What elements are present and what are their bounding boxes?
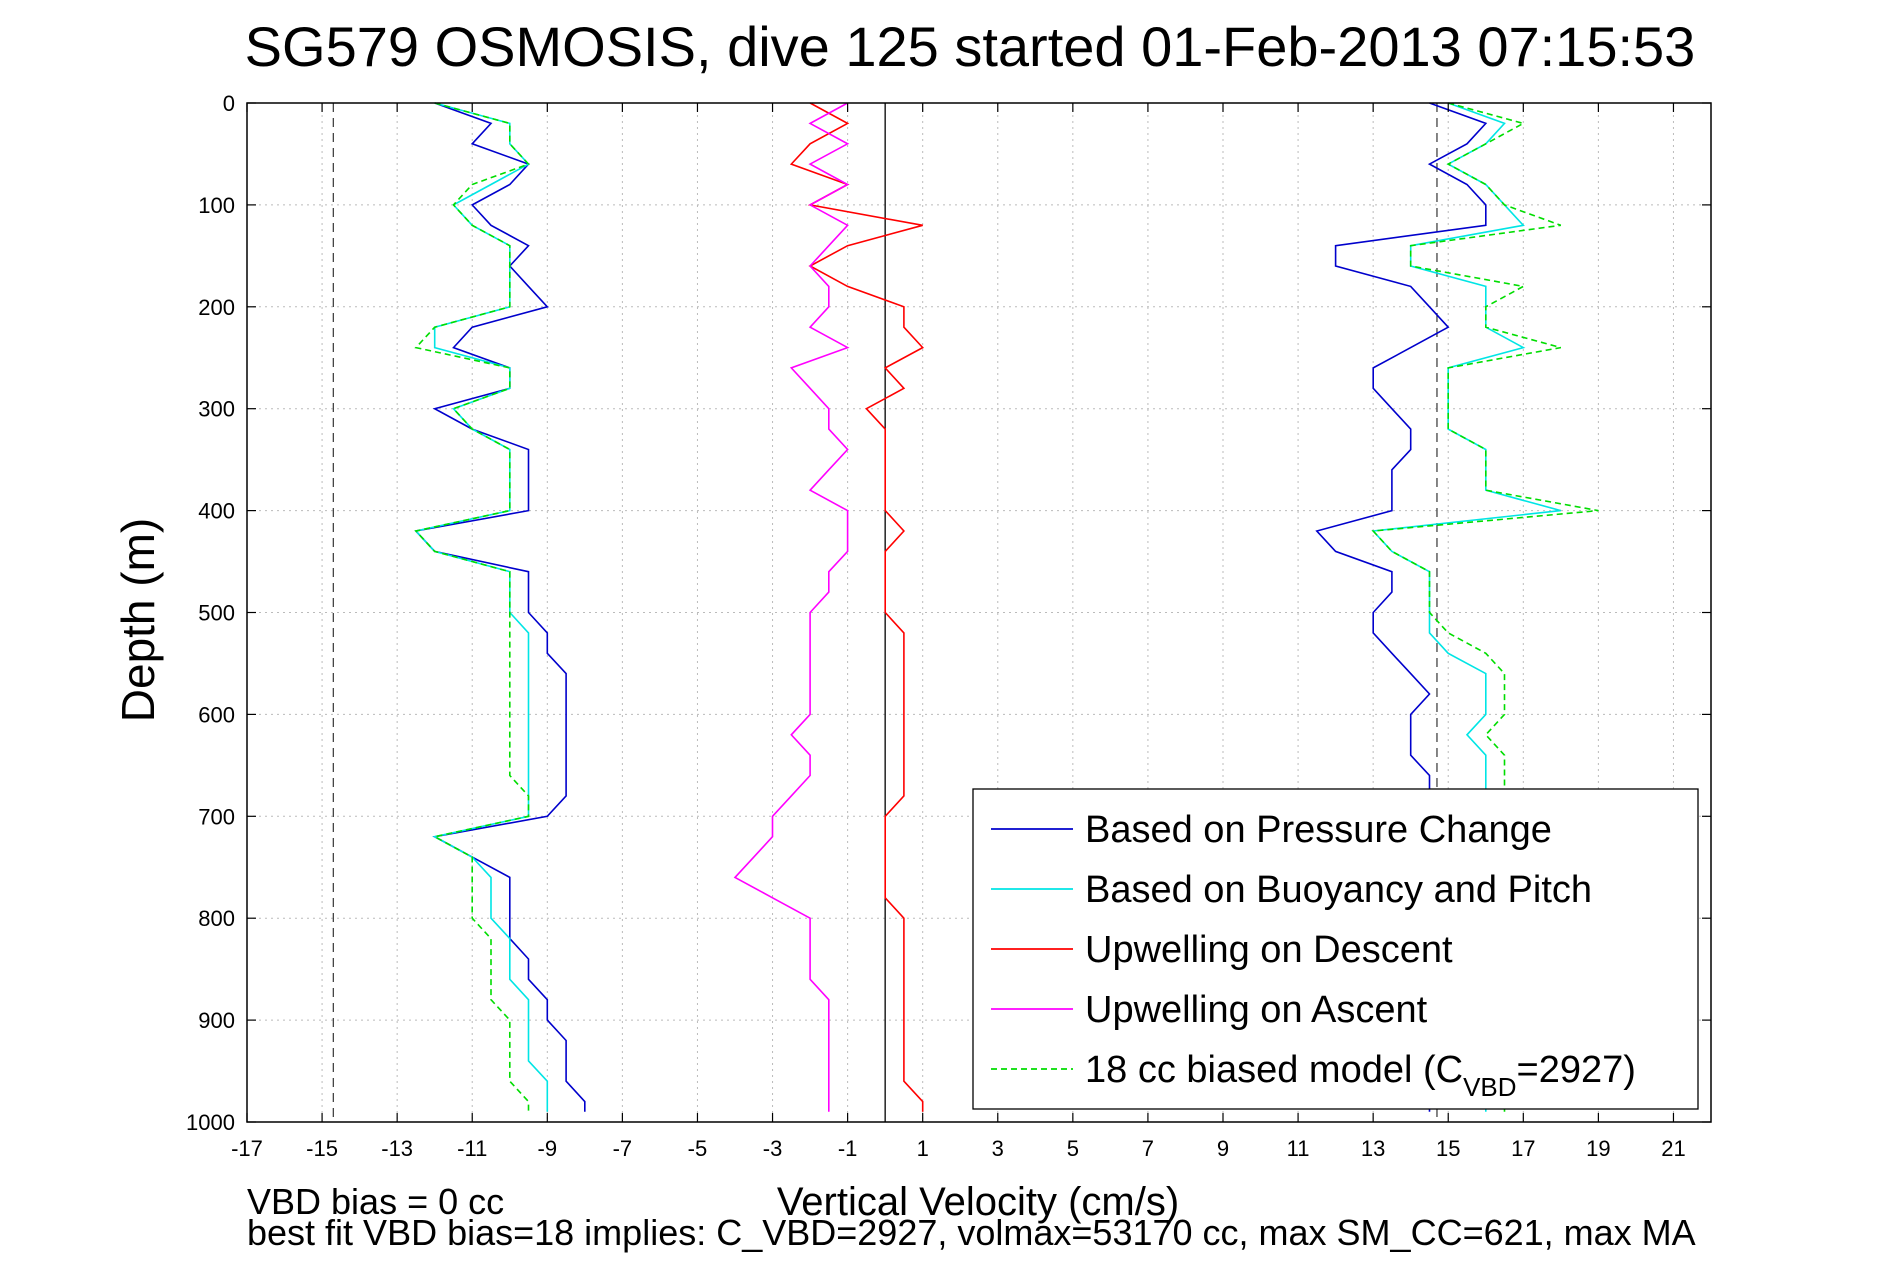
legend-entry: Based on Buoyancy and Pitch bbox=[1085, 869, 1592, 911]
x-tick-label: 5 bbox=[1067, 1136, 1079, 1161]
legend-box bbox=[972, 788, 1699, 1110]
x-tick-label: -13 bbox=[381, 1136, 413, 1161]
legend-entry: 18 cc biased model (CVBD=2927) bbox=[1085, 1049, 1636, 1102]
x-tick-label: -5 bbox=[688, 1136, 708, 1161]
y-tick-label: 700 bbox=[198, 804, 235, 829]
chart-title: SG579 OSMOSIS, dive 125 started 01-Feb-2… bbox=[245, 15, 1696, 78]
x-tick-label: 9 bbox=[1217, 1136, 1229, 1161]
y-ticks: 0 100 200 300 400 500 600 700 800 900 1000 bbox=[186, 91, 1711, 1135]
legend-entry-tail: =2927) bbox=[1517, 1049, 1636, 1091]
y-tick-label: 800 bbox=[198, 906, 235, 931]
legend-entry-main: 18 cc biased model (C bbox=[1085, 1049, 1463, 1091]
x-tick-label: -15 bbox=[306, 1136, 338, 1161]
x-tick-label: -17 bbox=[231, 1136, 263, 1161]
series-line bbox=[414, 102, 586, 1112]
y-tick-label: 400 bbox=[198, 499, 235, 524]
y-tick-label: 600 bbox=[198, 702, 235, 727]
x-tick-label: 3 bbox=[992, 1136, 1004, 1161]
footnote-vbd-bias: VBD bias = 0 cc bbox=[247, 1181, 504, 1222]
x-ticks: -17 -15 -13 -11 -9 -7 -5 -3 -1 1 3 5 7 9 11 13 15 17 19 21 bbox=[231, 103, 1686, 1161]
legend-entry: Upwelling on Ascent bbox=[1085, 989, 1428, 1031]
y-tick-label: 0 bbox=[223, 91, 235, 116]
legend-entry-subscript: VBD bbox=[1463, 1072, 1516, 1102]
y-tick-label: 900 bbox=[198, 1008, 235, 1033]
x-tick-label: 15 bbox=[1436, 1136, 1460, 1161]
footnote-best-fit: best fit VBD bias=18 implies: C_VBD=2927… bbox=[247, 1212, 1696, 1253]
legend-entry: Upwelling on Descent bbox=[1085, 929, 1453, 971]
series-line bbox=[414, 102, 549, 1112]
x-tick-label: -3 bbox=[763, 1136, 783, 1161]
x-tick-label: 19 bbox=[1586, 1136, 1610, 1161]
x-tick-label: -7 bbox=[613, 1136, 633, 1161]
x-tick-label: -1 bbox=[838, 1136, 858, 1161]
series-line bbox=[733, 102, 850, 1112]
x-tick-label: 17 bbox=[1511, 1136, 1535, 1161]
x-axis-label: Vertical Velocity (cm/s) bbox=[777, 1180, 1179, 1224]
legend: Based on Pressure Change Based on Buoyanc… bbox=[972, 788, 1699, 1110]
series-line bbox=[414, 102, 530, 1112]
x-tick-label: 13 bbox=[1361, 1136, 1385, 1161]
y-tick-label: 1000 bbox=[186, 1110, 235, 1135]
y-axis-label: Depth (m) bbox=[112, 518, 164, 722]
x-tick-label: -11 bbox=[457, 1136, 487, 1161]
y-tick-label: 300 bbox=[198, 397, 235, 422]
y-tick-label: 100 bbox=[198, 193, 235, 218]
legend-entry: Based on Pressure Change bbox=[1085, 809, 1552, 851]
x-tick-label: 21 bbox=[1661, 1136, 1685, 1161]
x-tick-label: 1 bbox=[917, 1136, 929, 1161]
x-tick-label: -9 bbox=[538, 1136, 558, 1161]
y-tick-label: 500 bbox=[198, 601, 235, 626]
x-tick-label: 7 bbox=[1142, 1136, 1154, 1161]
series-line bbox=[789, 102, 924, 1112]
x-tick-label: 11 bbox=[1287, 1136, 1310, 1161]
y-tick-label: 200 bbox=[198, 295, 235, 320]
